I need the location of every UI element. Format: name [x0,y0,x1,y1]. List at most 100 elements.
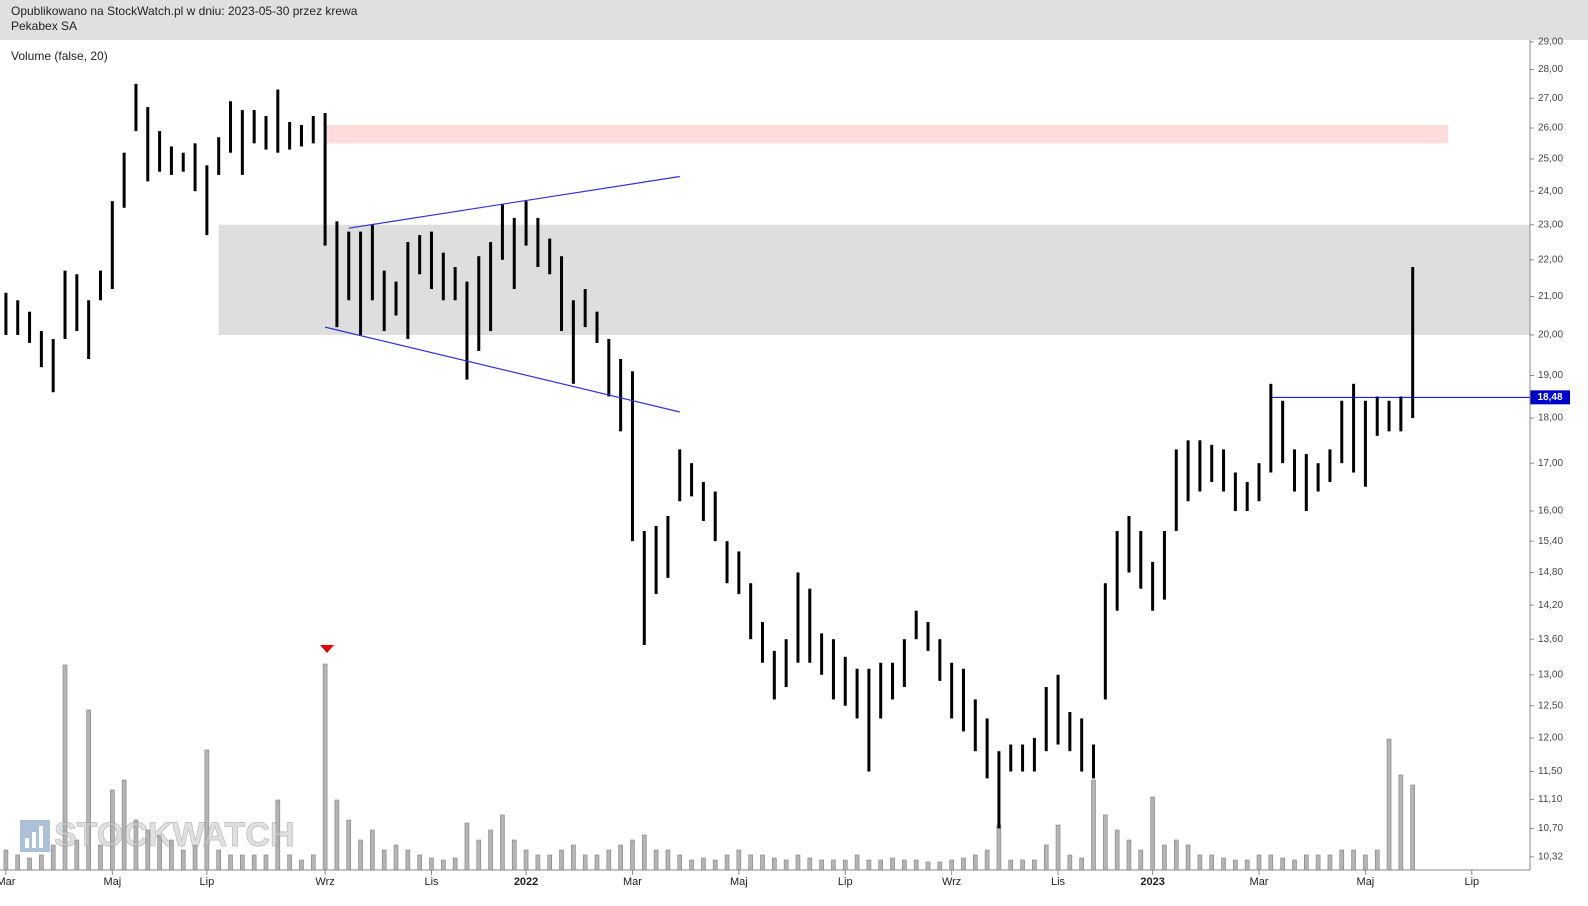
price-bar [335,221,339,328]
y-tick-label: 11,50 [1538,766,1563,777]
volume-bar [736,849,742,871]
volume-bar [417,854,422,871]
price-bar [252,110,256,144]
price-bar [701,481,705,521]
price-bar [75,274,79,332]
price-bar [1210,444,1214,482]
price-bar [1127,515,1131,573]
volume-bar [1386,738,1392,871]
price-bar [961,668,965,732]
indicator-label: Volume (false, 20) [11,49,108,63]
volume-bar [559,849,564,871]
price-bar [429,231,433,290]
volume-bar [1103,814,1108,871]
price-bar [560,256,564,332]
volume-bar [1185,844,1191,871]
price-bar [51,338,55,393]
price-bar [879,662,883,719]
price-bar [477,256,481,351]
y-tick-label: 13,00 [1538,669,1563,680]
volume-bar [1256,854,1262,871]
price [4,83,1415,829]
volume-bar [322,663,328,871]
price-bar [1162,530,1166,600]
volume-bar [724,854,730,871]
volume-bar [346,819,352,871]
x-tick-label: Maj [1357,876,1375,888]
volume-bar [819,859,824,871]
price-bar [926,621,930,651]
volume-bar [1292,859,1297,871]
volume-bar [1197,854,1203,871]
volume-bar [1032,859,1037,871]
y-tick-label: 12,50 [1538,700,1563,711]
price-bar [1363,400,1367,487]
price-bar [418,235,422,275]
volume-bar [535,854,541,871]
y-tick-label: 17,00 [1538,458,1563,469]
price-bar [394,281,398,316]
price-bar [169,146,173,175]
price-bar [1292,449,1296,492]
volume-bar [3,849,9,871]
price-bar [914,610,918,640]
price-bar [902,639,906,688]
price-bar [583,289,587,328]
x-tick-label: Maj [103,876,121,888]
price-bar [820,633,824,675]
volume-bar [665,849,671,871]
y-tick-label: 10,32 [1538,852,1563,863]
volume-bar [878,859,884,871]
volume-bar [831,859,836,871]
volume-bar [1114,829,1120,871]
volume-bar [984,849,990,871]
price-bar [193,143,197,192]
price-bar [1186,440,1190,502]
level-tag [1530,390,1570,405]
x-tick-label: Lip [200,876,215,888]
price-bar [311,115,315,144]
x-tick-label: Lip [1464,876,1479,888]
volume-bar [1268,854,1274,871]
zone [218,224,1531,335]
price-bar [240,110,244,175]
volume-bar [228,854,233,871]
price-bar [347,231,351,301]
price-bar [1198,440,1202,492]
price-bar [749,583,753,640]
volume-bar [1244,859,1250,871]
price-bar [796,572,800,663]
volume-bar [1162,844,1167,871]
volume-bar [606,849,612,871]
price-bar [98,270,102,301]
price-bar [1399,396,1403,432]
y-tick-label: 11,10 [1538,794,1563,805]
volume-bar [996,824,1002,871]
price-bar [370,224,374,301]
volume-bar [949,859,954,871]
volume-bar [925,861,931,871]
y-tick-label: 18,00 [1538,413,1563,424]
price-bar [1304,453,1308,512]
volume-bar [370,829,375,871]
volume-bar [15,854,21,871]
x-tick-label: Lip [838,876,853,888]
price-bar [489,242,493,332]
price-bar [891,662,895,700]
price-bar [1021,744,1025,772]
watermark-text: STOCKWATCH [54,816,295,854]
volume-bar [1138,849,1144,871]
y-tick-label: 10,70 [1538,823,1563,834]
volume-bar [913,859,919,871]
x-tick-label: Mar [623,876,642,888]
volume-bar [240,854,245,871]
volume-bar [1221,857,1226,871]
volume-bar [582,854,588,871]
volume-bar [677,854,683,871]
price-bar [642,530,646,646]
volume-bar [961,857,966,871]
price-bar [950,662,954,719]
price-bar [512,217,516,290]
price-bar [725,541,729,584]
volume-bar [405,849,411,871]
